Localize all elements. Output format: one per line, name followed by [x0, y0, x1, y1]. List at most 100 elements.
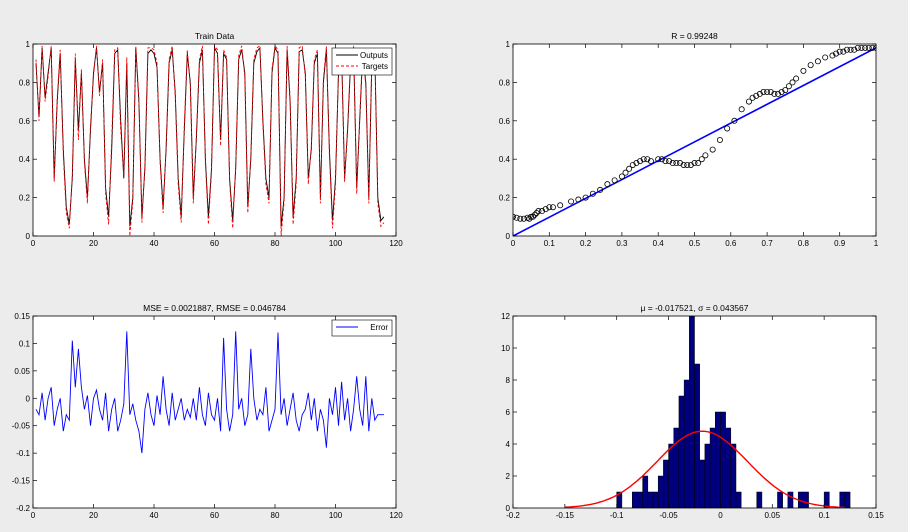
scatter-point: [745, 98, 752, 105]
x-tick-label: 80: [271, 511, 280, 520]
y-tick-label: 8: [506, 376, 511, 385]
scatter-point: [749, 94, 756, 101]
scatter-point: [836, 48, 843, 55]
histogram-bar: [730, 443, 737, 508]
x-tick-label: 80: [271, 239, 280, 248]
y-tick-label: 2: [506, 472, 511, 481]
scatter-point: [695, 160, 702, 167]
plot-content: [513, 44, 876, 236]
chart-panel-3: 0 20 40 60 80 100 120 -0.2 -0.15 -0.1 -0.05 0 0.05 0.…: [12, 303, 403, 520]
x-tick-label: 60: [210, 511, 219, 520]
x-tick-label: 40: [150, 239, 159, 248]
scatter-point: [539, 208, 546, 215]
scatter-point: [633, 160, 640, 167]
scatter-point: [774, 90, 781, 97]
scatter-point: [618, 173, 625, 180]
scatter-point: [782, 87, 789, 94]
series-line-targets: [35, 44, 385, 236]
y-tick-label: 0.2: [19, 194, 31, 203]
x-tick-label: 0.9: [834, 239, 846, 248]
x-tick-label: -0.05: [659, 511, 678, 520]
histogram-bar: [699, 459, 706, 508]
scatter-point: [611, 177, 618, 184]
x-tick-label: 100: [329, 239, 343, 248]
y-tick-label: -0.2: [16, 504, 30, 513]
scatter-point: [622, 169, 629, 176]
histogram-bar: [787, 491, 794, 508]
y-tick-label: 0: [506, 504, 511, 513]
x-tick-label: 0.2: [580, 239, 592, 248]
histogram-bar: [844, 491, 851, 508]
scatter-point: [865, 44, 872, 51]
scatter-point: [756, 90, 763, 97]
plot-frame: [512, 43, 877, 237]
scatter-point: [709, 146, 716, 153]
x-tick-label: 20: [89, 239, 98, 248]
scatter-point: [840, 48, 847, 55]
scatter-point: [529, 213, 536, 220]
plot-frame: [32, 43, 397, 237]
y-tick-label: 0.05: [14, 367, 30, 376]
scatter-point: [557, 202, 564, 209]
y-tick-label: 0: [26, 232, 31, 241]
y-tick-label: -0.15: [12, 477, 31, 486]
scatter-point: [873, 44, 876, 51]
histogram-bar: [616, 491, 623, 508]
scatter-point: [513, 213, 516, 220]
y-tick-label: 0.15: [14, 312, 30, 321]
scatter-point: [858, 44, 865, 51]
histogram-bar: [777, 491, 783, 508]
plot-frame: [32, 315, 397, 509]
histogram-bar: [689, 316, 695, 508]
y-tick-label: 10: [501, 344, 510, 353]
scatter-point: [680, 161, 687, 168]
scatter-point: [843, 46, 850, 53]
histogram-bar: [657, 475, 664, 508]
y-tick-label: 4: [506, 440, 511, 449]
scatter-point: [854, 44, 861, 51]
histogram-bar: [704, 443, 711, 508]
x-tick-label: 60: [210, 239, 219, 248]
scatter-point: [687, 161, 694, 168]
x-tick-label: 0: [511, 239, 516, 248]
chart-panel-1: 0 20 40 60 80 100 120 0 0.2 0.4 0.6 0.8 1 Train Data O…: [19, 31, 403, 248]
x-tick-label: 0: [718, 511, 723, 520]
scatter-point: [669, 160, 676, 167]
scatter-point: [644, 156, 651, 163]
legend: Outputs Targets: [331, 47, 393, 76]
chart-panel-2: 0 0.1 0.2 0.3 0.4 0.5 0.6 0.7 0.8 0.9 1 0 0.2 0.4 0.6 0…: [499, 31, 879, 248]
chart-title: R = 0.99248: [671, 31, 718, 41]
scatter-point: [676, 160, 683, 167]
scatter-point: [662, 158, 669, 165]
scatter-point: [731, 117, 738, 124]
scatter-point: [528, 213, 535, 220]
histogram-bar: [663, 459, 669, 508]
histogram-bar: [694, 363, 700, 508]
x-tick-label: -0.15: [556, 511, 575, 520]
scatter-point: [760, 89, 767, 96]
x-tick-label: 0.1: [544, 239, 556, 248]
x-tick-label: 0.6: [725, 239, 737, 248]
x-tick-label: 0: [31, 239, 36, 248]
scatter-point: [771, 90, 778, 97]
x-tick-label: 120: [389, 511, 403, 520]
x-tick-label: -0.1: [610, 511, 624, 520]
chart-panel-4: -0.2 -0.15 -0.1 -0.05 0 0.05 0.1 0.15 0 2 4 6 8 10 12 μ…: [501, 303, 884, 520]
histogram-bar: [678, 395, 685, 508]
scatter-point: [724, 125, 731, 132]
y-tick-label: 0.8: [19, 78, 31, 87]
histogram-bar: [839, 491, 846, 508]
x-tick-label: 0.7: [762, 239, 774, 248]
fit-line: [513, 47, 876, 236]
scatter-point: [575, 196, 582, 203]
histogram-bar: [642, 475, 649, 508]
scatter-point: [647, 158, 654, 165]
legend-label: Targets: [362, 62, 388, 71]
histogram-bar: [823, 491, 830, 508]
plot-content: [35, 331, 384, 454]
histogram-bar: [673, 427, 680, 508]
x-tick-label: -0.2: [506, 511, 520, 520]
x-tick-label: 0.8: [798, 239, 810, 248]
y-tick-label: -0.05: [12, 422, 31, 431]
scatter-point: [716, 136, 723, 143]
